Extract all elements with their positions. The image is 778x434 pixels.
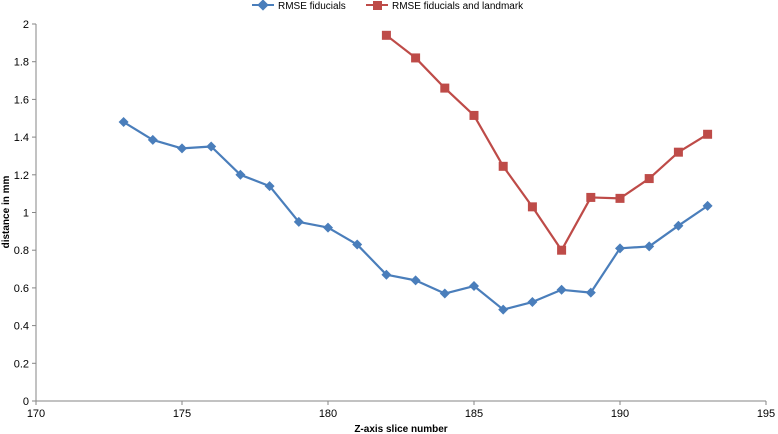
y-tick-label: 1 (23, 208, 29, 220)
data-point-rmse-fiducials (206, 141, 217, 152)
data-point-rmse-fiducials-and-landmark (703, 129, 713, 139)
y-tick-label: 0 (23, 396, 29, 408)
y-tick-label: 1.4 (14, 132, 29, 144)
data-point-rmse-fiducials-and-landmark (411, 53, 421, 63)
x-tick-label: 180 (319, 408, 337, 420)
axes (35, 24, 766, 402)
data-point-rmse-fiducials (293, 216, 304, 227)
y-tick-label: 1.2 (14, 170, 29, 182)
data-point-rmse-fiducials (147, 134, 158, 145)
series-markers (118, 30, 713, 315)
y-tick-label: 1.6 (14, 94, 29, 106)
y-tick-label: 0.4 (14, 321, 29, 333)
data-point-rmse-fiducials-and-landmark (381, 30, 391, 40)
data-point-rmse-fiducials-and-landmark (440, 83, 450, 93)
legend-marker-rmse-fiducials (257, 0, 269, 11)
legend-item-rmse-fiducials-and-landmark: RMSE fiducials and landmark (366, 1, 524, 12)
data-point-rmse-fiducials-and-landmark (469, 110, 479, 120)
series-lines (123, 34, 709, 311)
data-point-rmse-fiducials-and-landmark (673, 147, 683, 157)
data-point-rmse-fiducials (352, 239, 363, 250)
data-point-rmse-fiducials (410, 275, 421, 286)
data-point-rmse-fiducials (264, 181, 275, 192)
data-point-rmse-fiducials (469, 281, 479, 292)
data-point-rmse-fiducials (673, 220, 684, 231)
x-axis-title: Z-axis slice number (354, 424, 447, 434)
series-line-rmse-fiducials-and-landmark (385, 34, 709, 252)
y-ticks: 0 0.2 0.4 0.6 0.8 1 1.2 1.4 1.6 1.8 2 (14, 19, 36, 408)
legend-item-rmse-fiducials: RMSE fiducials (252, 0, 346, 12)
data-point-rmse-fiducials (381, 269, 392, 280)
data-point-rmse-fiducials-and-landmark (615, 193, 625, 203)
y-tick-label: 1.8 (14, 57, 29, 69)
x-tick-label: 170 (27, 408, 45, 420)
data-point-rmse-fiducials (498, 304, 509, 315)
data-point-rmse-fiducials-and-landmark (527, 202, 537, 212)
legend-label-rmse-fiducials: RMSE fiducials (278, 1, 346, 12)
x-tick-label: 185 (465, 408, 483, 420)
data-point-rmse-fiducials (527, 297, 538, 308)
data-point-rmse-fiducials-and-landmark (557, 245, 567, 255)
data-point-rmse-fiducials (585, 287, 596, 298)
data-point-rmse-fiducials (323, 222, 333, 233)
data-point-rmse-fiducials (556, 284, 567, 295)
legend-label-rmse-fiducials-and-landmark: RMSE fiducials and landmark (392, 1, 524, 12)
data-point-rmse-fiducials (439, 288, 450, 299)
y-tick-label: 0.8 (14, 245, 29, 257)
data-point-rmse-fiducials-and-landmark (644, 174, 654, 184)
data-point-rmse-fiducials (644, 241, 655, 252)
data-point-rmse-fiducials-and-landmark (498, 161, 508, 171)
data-point-rmse-fiducials (615, 243, 625, 254)
data-point-rmse-fiducials (177, 143, 187, 154)
x-ticks: 170 175 180 185 190 195 (27, 401, 775, 420)
x-tick-label: 190 (611, 408, 629, 420)
legend: RMSE fiducials RMSE fiducials and landma… (252, 0, 524, 12)
y-tick-label: 0.6 (14, 283, 29, 295)
data-point-rmse-fiducials (235, 169, 246, 180)
y-tick-label: 0.2 (14, 358, 29, 370)
x-tick-label: 175 (173, 408, 191, 420)
data-point-rmse-fiducials (702, 200, 713, 211)
data-point-rmse-fiducials (118, 117, 129, 128)
legend-marker-rmse-fiducials-and-landmark (373, 1, 382, 10)
x-tick-label: 195 (757, 408, 775, 420)
y-tick-label: 2 (23, 19, 29, 31)
data-point-rmse-fiducials-and-landmark (586, 192, 596, 202)
y-axis-title: distance in mm (1, 176, 12, 249)
